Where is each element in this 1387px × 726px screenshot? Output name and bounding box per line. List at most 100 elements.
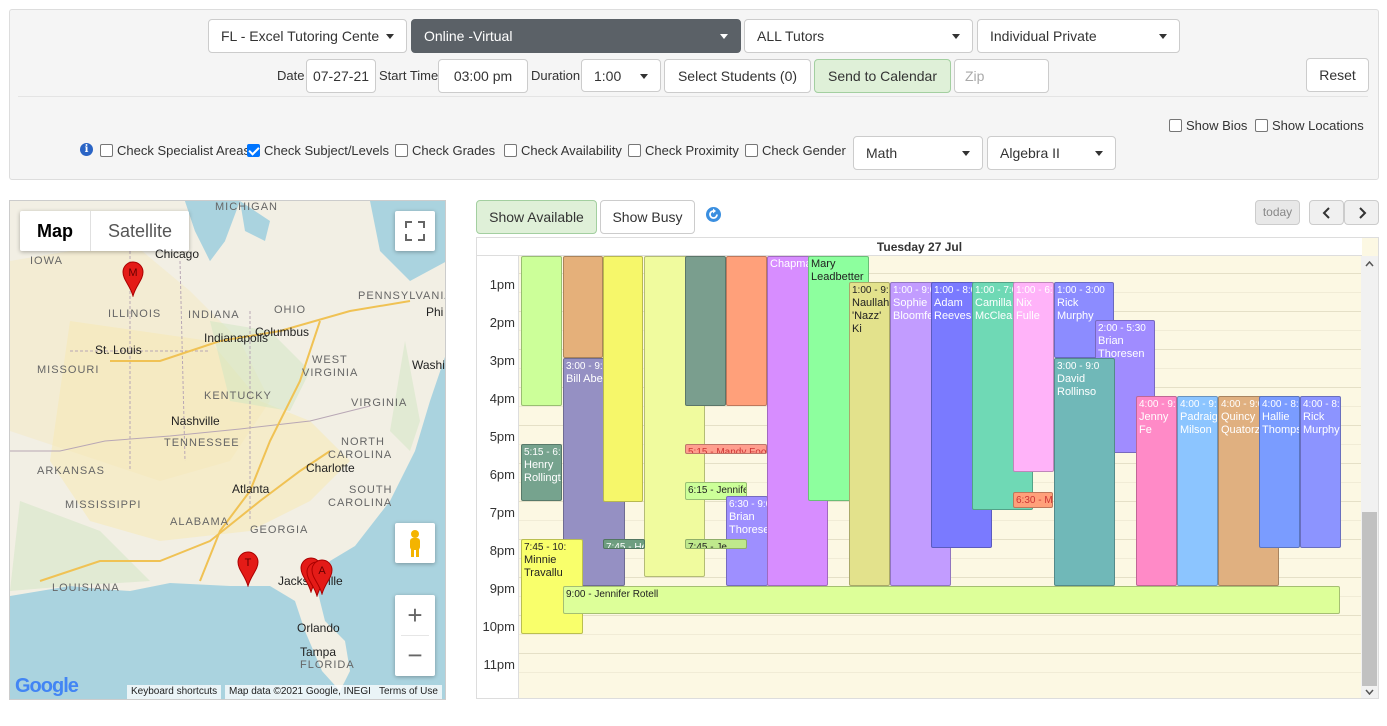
checkbox-box[interactable] xyxy=(100,144,113,157)
map-pin-icon[interactable]: A xyxy=(311,559,333,595)
hour-line xyxy=(477,273,1362,274)
zoom-out-button[interactable]: − xyxy=(407,640,423,670)
keyboard-shortcuts-link[interactable]: Keyboard shortcuts xyxy=(127,685,222,699)
calendar-event[interactable]: 6:15 - Jennife xyxy=(685,482,747,500)
reset-button[interactable]: Reset xyxy=(1306,58,1369,92)
state-label: KENTUCKY xyxy=(204,390,272,402)
state-label: PENNSYLVANIA xyxy=(358,290,446,302)
satellite-tab[interactable]: Satellite xyxy=(108,221,173,241)
divider xyxy=(401,635,429,636)
city-label: Tampa xyxy=(300,645,337,659)
scrollbar-thumb[interactable] xyxy=(1362,512,1377,686)
checkbox-box[interactable] xyxy=(745,144,758,157)
mode-dropdown[interactable]: Online -Virtual xyxy=(411,19,741,53)
grades-checkbox[interactable]: Check Grades xyxy=(395,143,495,158)
hour-line xyxy=(477,653,1362,654)
session-type-dropdown[interactable]: Individual Private xyxy=(977,19,1180,53)
calendar-event[interactable]: 6:30 - Ma xyxy=(1013,492,1053,508)
event-time: 3:00 - 9:0 xyxy=(1057,361,1100,372)
calendar-event[interactable]: 4:00 - 9:0Padraig Milson xyxy=(1177,396,1218,586)
gender-checkbox[interactable]: Check Gender xyxy=(745,143,846,158)
select-students-button[interactable]: Select Students (0) xyxy=(664,59,811,93)
calendar-event[interactable]: 3:00 - 9:0 David Rollinso xyxy=(1054,358,1115,586)
scroll-down-icon[interactable] xyxy=(1365,689,1374,695)
show-bios-checkbox[interactable]: Show Bios xyxy=(1169,118,1247,133)
calendar-event[interactable]: 4:00 - 9:0Jenny Fe xyxy=(1136,396,1177,586)
caret-down-icon xyxy=(1095,151,1103,156)
city-label: Charlotte xyxy=(306,461,355,475)
calendar-event[interactable] xyxy=(726,256,767,406)
city-label: Columbus xyxy=(255,325,310,339)
map[interactable]: Map Satellite + − MICHIGAN IOWA PENNSYLV… xyxy=(9,200,446,700)
date-label: Date xyxy=(277,68,305,83)
calendar-event[interactable] xyxy=(521,256,562,406)
map-land xyxy=(10,201,445,699)
map-pin-icon[interactable]: T xyxy=(237,551,259,587)
event-time: 4:00 - 8:0 xyxy=(1303,399,1340,410)
fullscreen-button[interactable] xyxy=(395,211,435,251)
street-view-button[interactable] xyxy=(395,523,435,563)
specialist-checkbox[interactable]: Check Specialist Areas xyxy=(100,143,250,158)
event-time: 4:00 - 9:0 xyxy=(1221,399,1264,410)
state-label: IOWA xyxy=(30,255,63,267)
date-input[interactable]: 07-27-21 xyxy=(306,59,376,93)
send-to-calendar-button[interactable]: Send to Calendar xyxy=(814,59,951,93)
next-button[interactable] xyxy=(1344,200,1379,225)
checkbox-box[interactable] xyxy=(1255,119,1268,132)
subject-dropdown[interactable]: Math xyxy=(853,136,983,170)
session-type-dropdown-label: Individual Private xyxy=(990,28,1097,44)
level-dropdown[interactable]: Algebra II xyxy=(987,136,1116,170)
show-busy-button[interactable]: Show Busy xyxy=(600,200,695,234)
calendar-event[interactable]: 4:00 - 8:0Hallie Thomps xyxy=(1259,396,1300,548)
checkbox-box[interactable] xyxy=(504,144,517,157)
event-time: 3:00 - 9:0 xyxy=(566,361,609,372)
today-button[interactable]: today xyxy=(1255,200,1300,225)
event-title: David Rollinso xyxy=(1057,373,1097,398)
map-tab[interactable]: Map xyxy=(20,211,91,251)
zip-input[interactable]: Zip xyxy=(954,59,1049,93)
day-header: Tuesday 27 Jul xyxy=(477,238,1362,256)
info-icon[interactable]: i xyxy=(80,143,93,156)
state-label: MISSOURI xyxy=(37,364,100,376)
calendar-event[interactable] xyxy=(563,256,603,358)
event-time: 6:30 - Ma xyxy=(1016,495,1053,506)
calendar-event[interactable]: 7:45 - He xyxy=(603,539,645,549)
event-title: Rick Murphy xyxy=(1057,297,1094,322)
calendar-event[interactable] xyxy=(603,256,643,502)
calendar-event[interactable] xyxy=(685,256,726,406)
checkbox-box-checked[interactable] xyxy=(247,144,260,157)
event-title: Henry Rollingto xyxy=(524,459,561,484)
checkbox-box[interactable] xyxy=(628,144,641,157)
tutors-dropdown[interactable]: ALL Tutors xyxy=(744,19,973,53)
city-label: Orlando xyxy=(297,621,340,635)
prev-button[interactable] xyxy=(1309,200,1344,225)
calendar-event[interactable]: 5:15 - 6:4Henry Rollingto xyxy=(521,444,562,501)
proximity-checkbox[interactable]: Check Proximity xyxy=(628,143,739,158)
duration-dropdown[interactable]: 1:00 xyxy=(581,59,661,92)
map-pin-icon[interactable]: M xyxy=(122,261,144,297)
half-hour-line xyxy=(477,634,1362,635)
terms-of-use-link[interactable]: Terms of Use xyxy=(375,685,442,699)
event-title: Minnie Travallu xyxy=(524,554,563,579)
calendar-event[interactable]: 7:45 - Je xyxy=(685,539,747,549)
checkbox-box[interactable] xyxy=(395,144,408,157)
availability-checkbox[interactable]: Check Availability xyxy=(504,143,622,158)
show-locations-checkbox[interactable]: Show Locations xyxy=(1255,118,1364,133)
start-time-input[interactable]: 03:00 pm xyxy=(438,59,528,93)
caret-down-icon xyxy=(640,74,648,79)
calendar-event[interactable]: 5:15 - Mandy Food xyxy=(685,444,767,454)
calendar-event[interactable]: 1:00 - 6:0Nix Fulle xyxy=(1013,282,1054,472)
calendar-event[interactable]: 1:00 - 9:0Naullah 'Nazz' Ki xyxy=(849,282,890,586)
checkbox-box[interactable] xyxy=(1169,119,1182,132)
show-available-button[interactable]: Show Available xyxy=(476,200,597,234)
scroll-up-icon[interactable] xyxy=(1365,261,1374,267)
refresh-icon[interactable] xyxy=(705,206,722,223)
scrollbar[interactable] xyxy=(1361,256,1378,698)
subject-levels-checkbox[interactable]: Check Subject/Levels xyxy=(247,143,389,158)
hour-label: 4pm xyxy=(489,391,515,406)
calendar-event[interactable]: 9:00 - Jennifer Rotell xyxy=(563,586,1340,614)
zoom-in-button[interactable]: + xyxy=(407,600,423,630)
duration-label: Duration xyxy=(531,68,581,83)
center-dropdown[interactable]: FL - Excel Tutoring Cente xyxy=(208,19,407,53)
